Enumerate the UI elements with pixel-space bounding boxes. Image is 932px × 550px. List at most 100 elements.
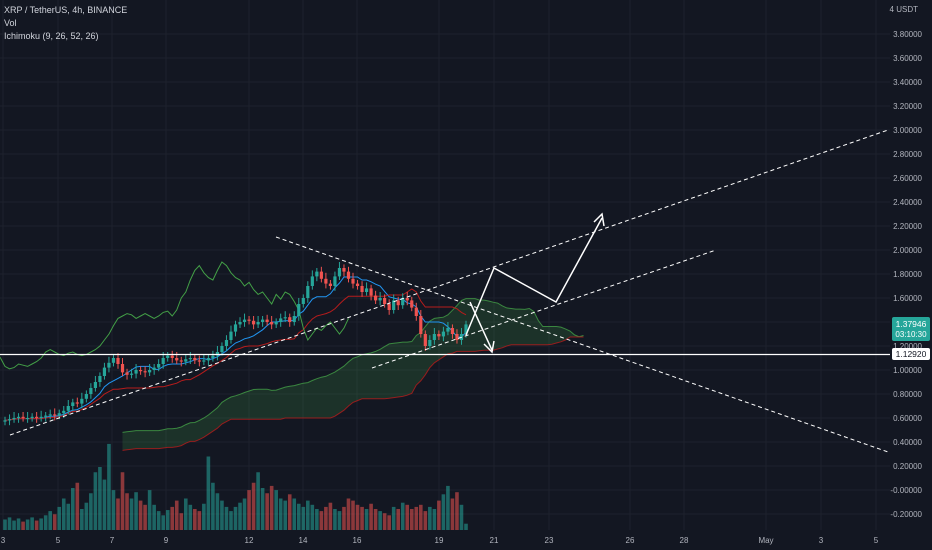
volume-bar	[283, 500, 288, 530]
volume-bar	[138, 500, 143, 530]
volume-bar	[170, 506, 175, 530]
candle-body	[211, 355, 215, 358]
volume-bar	[247, 490, 251, 530]
candle-body	[7, 419, 12, 421]
volume-bar	[57, 506, 62, 530]
volume-bar	[179, 513, 184, 530]
candle-body	[369, 288, 373, 296]
time-tick-label: 14	[299, 536, 308, 545]
candle-body	[84, 394, 88, 399]
candle-body	[364, 288, 369, 292]
time-tick-label: 3	[819, 536, 824, 545]
candle-body	[197, 360, 201, 362]
volume-bar	[423, 511, 428, 530]
candle-body	[71, 402, 75, 406]
volume-bar	[174, 500, 179, 530]
volume-bar	[342, 506, 346, 530]
candle-countdown: 03:10:30	[895, 330, 927, 339]
candle-body	[419, 316, 423, 334]
candle-body	[39, 416, 43, 418]
triangle-lower-trendline	[9, 129, 889, 436]
candle-body	[292, 316, 296, 322]
volume-bar	[143, 504, 147, 530]
price-tick-label: 1.60000	[893, 294, 922, 303]
candle-body	[242, 319, 247, 322]
volume-bar	[229, 511, 233, 530]
price-tick-label: 3.20000	[893, 102, 922, 111]
price-tick-label: -0.00000	[890, 486, 922, 495]
time-tick-label: 5	[56, 536, 61, 545]
candle-body	[441, 331, 446, 337]
volume-bar	[428, 506, 432, 530]
time-tick-label: 9	[164, 536, 169, 545]
volume-bar	[464, 523, 468, 530]
support-price-marker: 1.12920	[892, 348, 930, 360]
volume-bar	[269, 485, 274, 530]
last-price-value: 1.37946	[896, 319, 927, 329]
candle-body	[138, 370, 143, 372]
volume-bar	[111, 490, 116, 530]
volume-bar	[16, 518, 21, 530]
candle-body	[432, 334, 436, 340]
volume-bar	[337, 511, 342, 530]
candle-body	[251, 320, 256, 325]
candle-body	[193, 358, 197, 361]
volume-bar	[238, 502, 242, 530]
time-tick-label: 28	[680, 536, 689, 545]
volume-bar	[224, 506, 229, 530]
time-tick-label: 26	[626, 536, 635, 545]
candle-body	[89, 388, 93, 394]
volume-bar	[30, 517, 34, 530]
candle-body	[405, 298, 409, 301]
volume-bar	[215, 493, 220, 530]
volume-bar	[296, 503, 301, 530]
volume-bar	[260, 488, 265, 530]
candle-body	[188, 358, 192, 360]
candle-body	[464, 324, 468, 334]
candle-body	[57, 413, 61, 416]
volume-bar	[446, 485, 450, 530]
volume-bar	[382, 513, 387, 530]
candle-body	[279, 318, 283, 322]
volume-bar	[328, 502, 333, 530]
channel-trendline	[371, 249, 717, 369]
candle-body	[98, 376, 102, 382]
volume-bar	[455, 492, 459, 530]
candle-body	[53, 414, 57, 416]
price-tick-label: 2.20000	[893, 222, 922, 231]
volume-bar	[274, 490, 278, 530]
candle-body	[401, 298, 405, 306]
candle-body	[30, 416, 34, 418]
candle-body	[44, 415, 48, 417]
candle-body	[16, 416, 21, 418]
candle-body	[414, 307, 418, 316]
volume-bar	[25, 519, 30, 530]
candle-body	[283, 317, 287, 319]
volume-bar	[432, 509, 437, 530]
volume-bar	[52, 514, 57, 530]
volume-bar	[116, 498, 120, 530]
candle-body	[315, 271, 319, 277]
volume-bar	[7, 517, 12, 530]
volume-bar	[161, 515, 165, 530]
ichimoku-indicator-label[interactable]: Ichimoku (9, 26, 52, 26)	[4, 31, 99, 41]
candle-body	[410, 300, 414, 308]
last-price-marker: 1.37946 03:10:30	[892, 317, 930, 341]
volume-bar	[125, 493, 129, 530]
candle-body	[129, 373, 134, 375]
volume-indicator-label[interactable]: Vol	[4, 18, 17, 28]
candle-body	[233, 324, 238, 332]
candle-body	[437, 334, 441, 337]
volume-bar	[165, 510, 170, 530]
time-axis[interactable]: 3 5 7 9 12 14 16 19 21 23 26 28 May 3 5	[1, 536, 879, 545]
grid-lines	[0, 0, 890, 530]
volume-bar	[306, 500, 310, 530]
candle-body	[48, 414, 52, 416]
symbol-title[interactable]: XRP / TetherUS, 4h, BINANCE	[4, 5, 128, 15]
volume-bar	[351, 500, 355, 530]
candle-body	[428, 340, 432, 346]
candle-body	[351, 278, 355, 284]
volume-bar	[202, 503, 206, 530]
